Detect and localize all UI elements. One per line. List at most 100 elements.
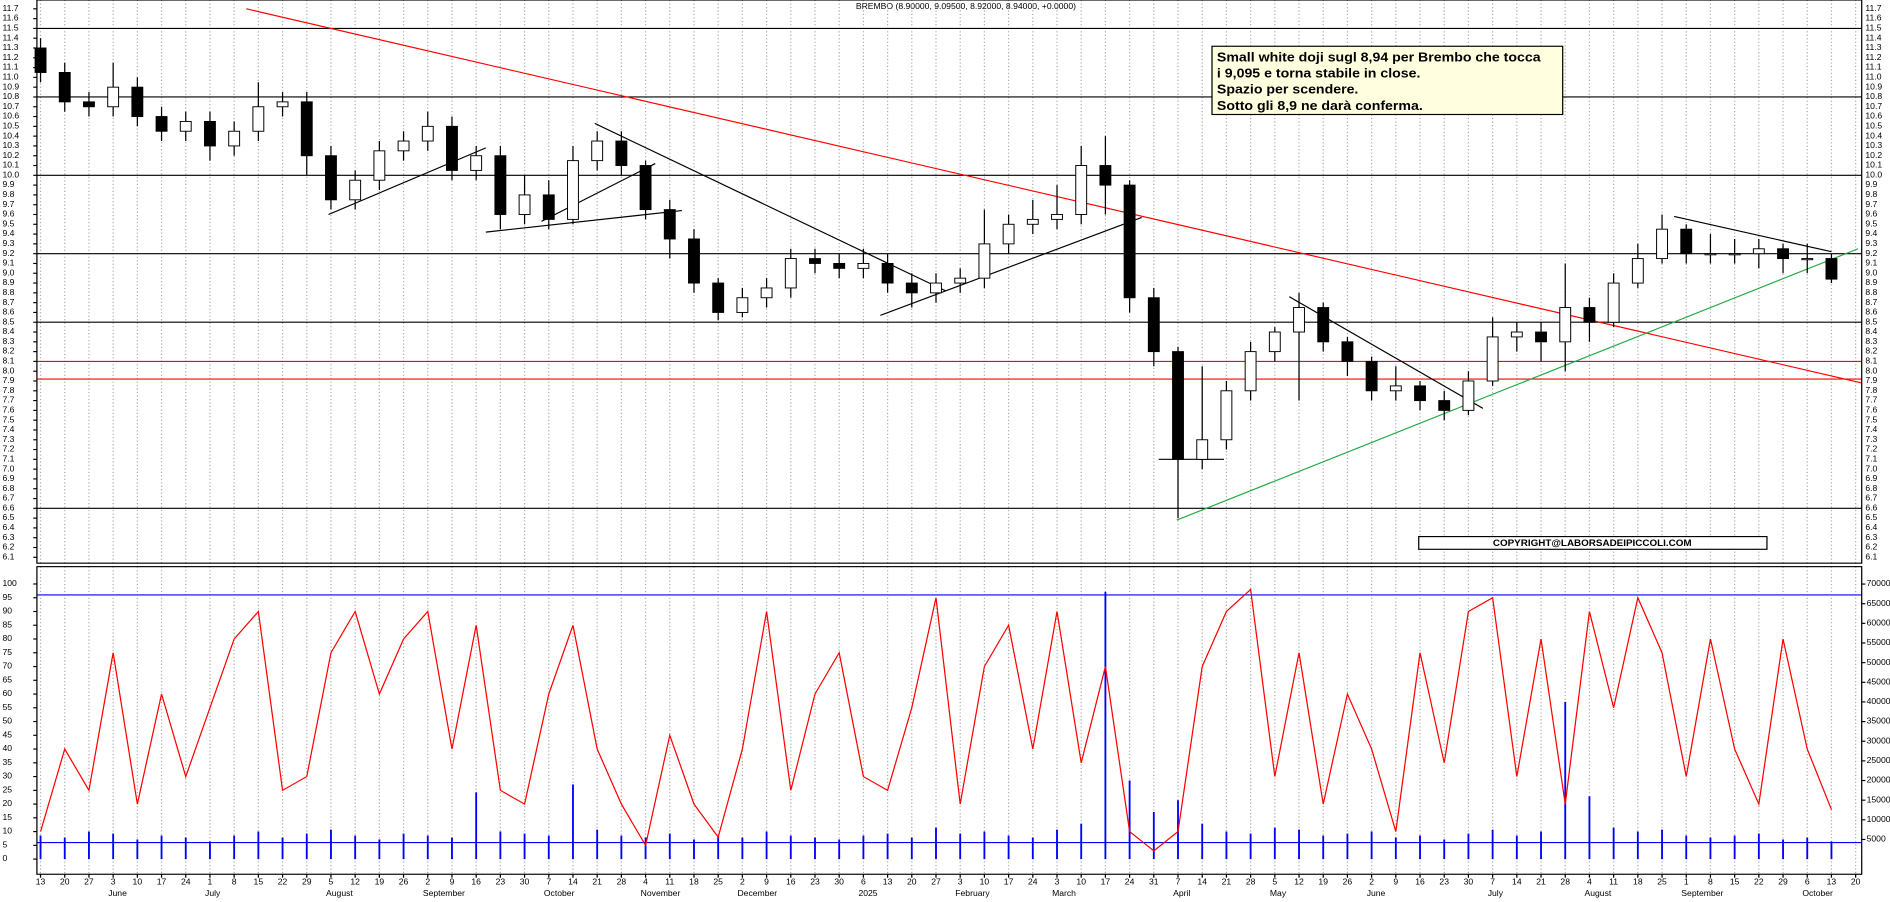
y2-tick-label: 50000 <box>1867 657 1890 667</box>
y-tick-label: 7.9 <box>2 375 14 385</box>
y-tick-label: 9.6 <box>2 209 14 219</box>
annotation-line: i 9,095 e torna stabile in close. <box>1217 66 1421 81</box>
y-tick-label: 6.3 <box>2 532 14 542</box>
month-label: September <box>1681 888 1723 898</box>
x-tick-label: 16 <box>1415 877 1425 887</box>
y-tick-label: 10.1 <box>2 160 19 170</box>
y-tick-label: 6.6 <box>2 503 14 513</box>
candle-body <box>591 140 604 162</box>
y-tick-label: 55 <box>2 702 12 712</box>
x-tick-label: 1 <box>1684 877 1689 887</box>
y-tick-label: 8.0 <box>2 366 14 376</box>
x-tick-label: 25 <box>1657 877 1667 887</box>
copyright: COPYRIGHT@LABORSADEIPICCOLI.COM <box>1493 538 1692 549</box>
candle-body <box>1026 218 1039 225</box>
candle-body <box>470 155 483 171</box>
x-tick-label: 25 <box>713 877 723 887</box>
month-label: April <box>1173 888 1190 898</box>
y2-tick-label: 25000 <box>1867 755 1890 765</box>
x-tick-label: 27 <box>84 877 94 887</box>
y-tick-label: 10.4 <box>1865 131 1882 141</box>
y-tick-label: 8.3 <box>2 336 14 346</box>
y-tick-label: 6.4 <box>2 522 14 532</box>
y-tick-label: 8.1 <box>2 356 14 366</box>
candle-body <box>1099 165 1112 186</box>
candle-body <box>1147 297 1160 353</box>
candle-body <box>397 140 410 152</box>
y-tick-label: 45 <box>2 730 12 740</box>
x-tick-label: 28 <box>1560 877 1570 887</box>
y-tick-label: 40 <box>2 743 12 753</box>
month-label: November <box>641 888 681 898</box>
candle-body <box>446 125 458 171</box>
y-tick-label: 7.0 <box>1865 464 1877 474</box>
y2-tick-label: 55000 <box>1867 637 1890 647</box>
trend-line <box>485 210 682 233</box>
x-tick-label: 7 <box>1176 877 1181 887</box>
y-tick-label: 6.2 <box>1865 542 1877 552</box>
candle-body <box>1196 439 1209 460</box>
x-tick-label: 6 <box>861 877 866 887</box>
candle-body <box>639 165 652 211</box>
candle-body <box>712 282 725 313</box>
y2-tick-label: 10000 <box>1867 814 1890 824</box>
x-tick-label: 14 <box>1197 877 1207 887</box>
x-tick-label: 1 <box>208 877 213 887</box>
y-tick-label: 10.7 <box>2 101 19 111</box>
y-tick-label: 9.6 <box>1865 209 1877 219</box>
y-tick-label: 7.4 <box>2 424 14 434</box>
y2-tick-label: 15000 <box>1867 795 1890 805</box>
y-tick-label: 7.6 <box>2 405 14 415</box>
candle-body <box>1123 184 1136 299</box>
x-tick-label: 20 <box>60 877 70 887</box>
y-tick-label: 8.6 <box>2 307 14 317</box>
month-label: June <box>108 888 127 898</box>
y-tick-label: 8.4 <box>2 326 14 336</box>
oscillator-frame <box>36 566 1863 875</box>
y-tick-label: 10.6 <box>1865 111 1882 121</box>
y2-tick-label: 30000 <box>1867 736 1890 746</box>
y-tick-label: 70 <box>2 661 12 671</box>
x-tick-label: 13 <box>36 877 46 887</box>
y-tick-label: 6.7 <box>2 493 14 503</box>
x-tick-label: 18 <box>689 877 699 887</box>
candle-body <box>1268 331 1281 353</box>
y-tick-label: 8.5 <box>1865 317 1877 327</box>
month-label: May <box>1270 888 1287 898</box>
y-tick-label: 10.5 <box>1865 121 1882 131</box>
candle-body <box>978 243 991 279</box>
candle-body <box>34 47 47 73</box>
y-tick-label: 7.0 <box>2 464 14 474</box>
y-tick-label: 6.8 <box>1865 483 1877 493</box>
x-tick-label: 16 <box>786 877 796 887</box>
x-tick-label: 23 <box>1439 877 1449 887</box>
x-tick-label: 16 <box>471 877 481 887</box>
candle-body <box>954 277 967 284</box>
y-tick-label: 10.9 <box>2 82 19 92</box>
candle-body <box>1002 223 1015 245</box>
y-tick-label: 35 <box>2 757 12 767</box>
y-tick-label: 7.6 <box>1865 405 1877 415</box>
candle-body <box>1365 360 1378 392</box>
x-tick-label: 5 <box>329 877 334 887</box>
candle-body <box>1220 390 1233 441</box>
candle-body <box>930 282 942 294</box>
y-tick-label: 9.3 <box>1865 238 1877 248</box>
y-tick-label: 65 <box>2 675 12 685</box>
y-tick-label: 11.1 <box>2 62 18 72</box>
y-tick-label: 6.9 <box>2 473 14 483</box>
candle-body <box>58 72 71 103</box>
x-tick-label: 2 <box>740 877 745 887</box>
y-tick-label: 11.6 <box>2 13 18 23</box>
y-tick-label: 11.2 <box>1865 52 1881 62</box>
y-tick-label: 6.5 <box>2 513 14 523</box>
y-tick-label: 0 <box>2 853 7 863</box>
x-tick-label: 2 <box>1369 877 1374 887</box>
y-tick-label: 95 <box>2 592 12 602</box>
x-tick-label: 13 <box>1827 877 1837 887</box>
y-tick-label: 9.1 <box>1865 258 1877 268</box>
y-tick-label: 10 <box>2 826 12 836</box>
candle-body <box>1583 307 1596 323</box>
y-tick-label: 20 <box>2 798 12 808</box>
x-tick-label: 14 <box>1512 877 1522 887</box>
